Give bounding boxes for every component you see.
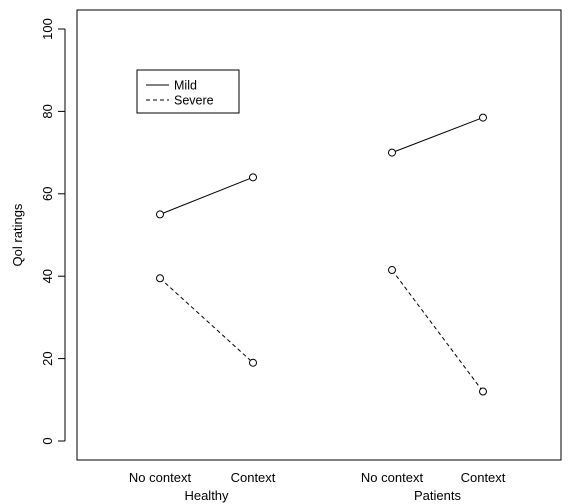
- legend-label-severe: Severe: [174, 94, 214, 108]
- legend-box: [136, 69, 240, 114]
- series-line-mild-patients: [391, 117, 484, 154]
- data-point-mild: [156, 210, 164, 219]
- x-tick-label: No context: [129, 470, 192, 485]
- y-tick-label: 0: [40, 437, 55, 444]
- y-tick-label: 80: [40, 104, 55, 118]
- data-point-mild: [388, 148, 396, 157]
- x-tick-label: Context: [231, 470, 276, 485]
- series-line-severe-patients: [391, 269, 484, 392]
- series-line-mild-healthy: [159, 176, 254, 215]
- series-layer: [156, 113, 487, 396]
- y-axis: 0 20 40 60 80 100: [40, 18, 66, 445]
- y-tick-label: 60: [40, 187, 55, 201]
- legend-label-mild: Mild: [174, 79, 197, 93]
- x-group-label: Healthy: [184, 488, 229, 503]
- y-axis-label: Qol ratings: [10, 203, 25, 266]
- x-tick-label: No context: [361, 470, 424, 485]
- y-tick-label: 100: [40, 18, 55, 40]
- data-point-severe: [479, 387, 487, 396]
- legend: Mild Severe: [136, 69, 240, 114]
- y-tick-label: 40: [40, 269, 55, 283]
- x-group-label: Patients: [414, 488, 461, 503]
- data-point-severe: [388, 266, 396, 275]
- series-line-severe-healthy: [159, 277, 254, 364]
- data-point-mild: [249, 173, 257, 182]
- data-point-severe: [156, 274, 164, 283]
- y-tick-label: 20: [40, 351, 55, 365]
- plot-frame: [76, 9, 562, 461]
- data-point-severe: [249, 358, 257, 367]
- x-tick-label: Context: [461, 470, 506, 485]
- data-point-mild: [479, 113, 487, 122]
